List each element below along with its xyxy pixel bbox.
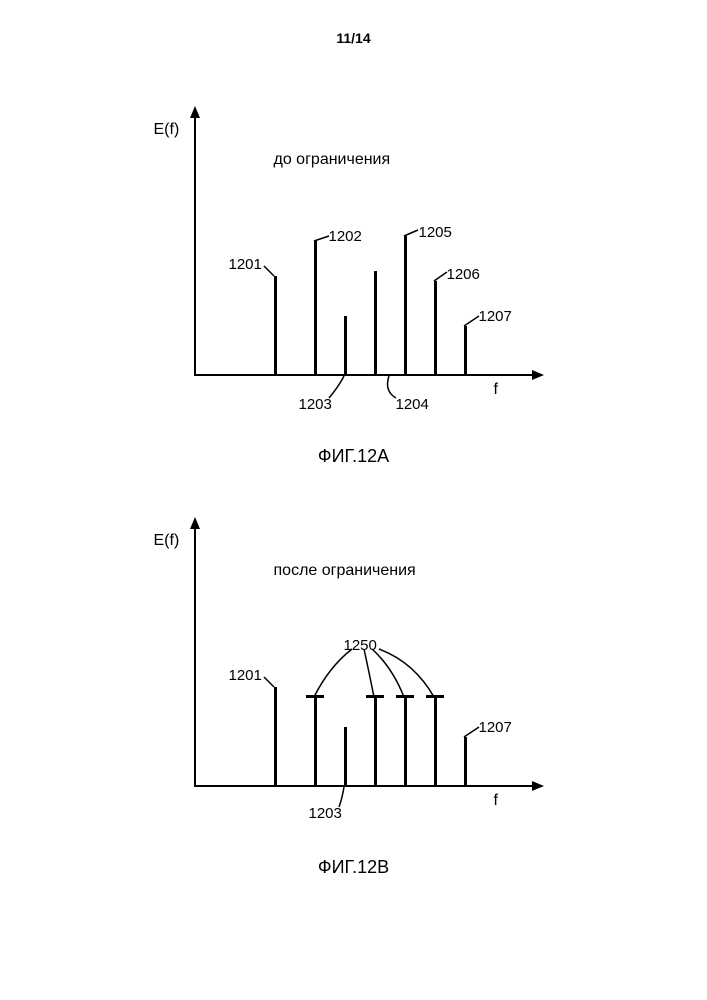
chart-title: до ограничения (274, 151, 391, 169)
callout-label: 1204 (396, 396, 429, 413)
callout-label: 1202 (329, 228, 362, 245)
figure-caption-a: ФИГ.12A (0, 446, 707, 467)
spectral-bar (374, 271, 377, 376)
figure-12a: E(f) f до ограничения 1201 1202 1203 1205 12… (134, 96, 574, 436)
spectral-bar (434, 697, 437, 787)
callout-label: 1250 (344, 637, 377, 654)
spectral-bar (344, 727, 347, 787)
spectral-bar (464, 737, 467, 787)
callout-label: 1206 (447, 266, 480, 283)
callout-leads (134, 507, 574, 847)
page-number: 11/14 (0, 0, 707, 46)
spectral-bar (274, 687, 277, 787)
y-axis (194, 527, 196, 787)
figure-caption-b: ФИГ.12B (0, 857, 707, 878)
y-axis (194, 116, 196, 376)
chart-title: после ограничения (274, 562, 416, 580)
callout-label: 1201 (229, 667, 262, 684)
callout-label: 1207 (479, 719, 512, 736)
callout-leads (134, 96, 574, 436)
callout-label: 1207 (479, 308, 512, 325)
spectral-bar (314, 241, 317, 376)
callout-label: 1201 (229, 256, 262, 273)
spectral-bar (274, 276, 277, 376)
spectral-bar (314, 697, 317, 787)
spectral-bar (404, 236, 407, 376)
limit-cap (396, 695, 414, 698)
spectral-bar (404, 697, 407, 787)
figure-12b: E(f) f после ограничения 1201 1203 1207 125… (134, 507, 574, 847)
x-axis (194, 374, 534, 376)
x-axis-label: f (494, 792, 498, 810)
callout-label: 1203 (299, 396, 332, 413)
y-axis-label: E(f) (154, 121, 180, 139)
spectral-bar (434, 281, 437, 376)
callout-label: 1205 (419, 224, 452, 241)
spectral-bar (464, 326, 467, 376)
spectral-bar (344, 316, 347, 376)
limit-cap (366, 695, 384, 698)
limit-cap (426, 695, 444, 698)
y-axis-label: E(f) (154, 532, 180, 550)
x-axis-label: f (494, 381, 498, 399)
callout-label: 1203 (309, 805, 342, 822)
limit-cap (306, 695, 324, 698)
x-axis (194, 785, 534, 787)
spectral-bar (374, 697, 377, 787)
